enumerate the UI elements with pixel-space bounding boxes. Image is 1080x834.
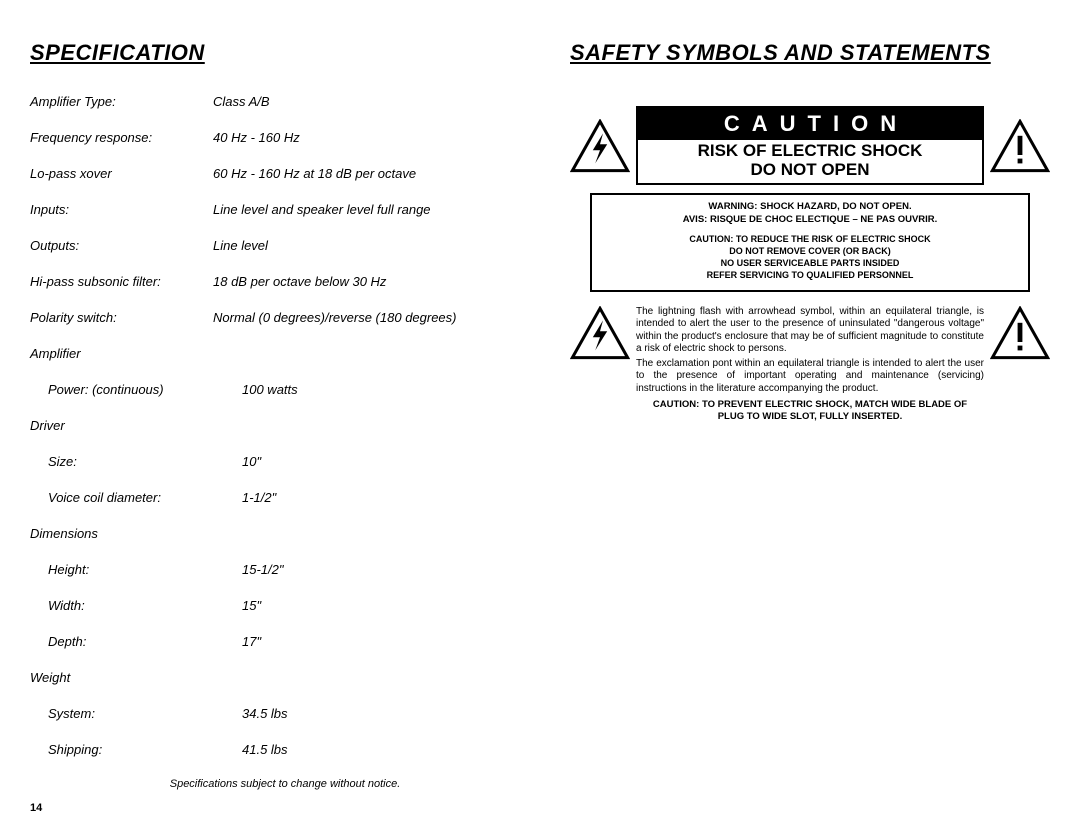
explain-row: The lightning flash with arrowhead symbo…	[570, 306, 1050, 424]
spec-label: Outputs:	[30, 238, 213, 253]
caution-row: CAUTION RISK OF ELECTRIC SHOCK DO NOT OP…	[570, 106, 1050, 185]
spec-value: 40 Hz - 160 Hz	[213, 130, 540, 145]
caution-box: CAUTION RISK OF ELECTRIC SHOCK DO NOT OP…	[636, 106, 984, 185]
warn-1: WARNING: SHOCK HAZARD, DO NOT OPEN.	[708, 201, 911, 212]
spec-value: Normal (0 degrees)/reverse (180 degrees)	[213, 310, 540, 325]
spec-title: SPECIFICATION	[30, 40, 540, 66]
spec-value: Line level and speaker level full range	[213, 202, 540, 217]
spec-value: 18 dB per octave below 30 Hz	[213, 274, 540, 289]
spec-sub-label: Power: (continuous)	[30, 382, 213, 397]
spec-sub-row: Size:10"	[30, 454, 540, 469]
spec-sub-label: Depth:	[30, 634, 213, 649]
spec-row: Polarity switch:Normal (0 degrees)/rever…	[30, 310, 540, 325]
lightning-triangle-icon	[570, 119, 630, 173]
risk-line-1: RISK OF ELECTRIC SHOCK	[698, 141, 923, 160]
spec-sub-value: 41.5 lbs	[213, 742, 288, 757]
spec-sub-row: Voice coil diameter:1-1/2"	[30, 490, 540, 505]
lightning-triangle-icon	[570, 306, 630, 360]
spec-row: Hi-pass subsonic filter:18 dB per octave…	[30, 274, 540, 289]
caution-risk: RISK OF ELECTRIC SHOCK DO NOT OPEN	[638, 140, 982, 183]
spec-sub-row: Power: (continuous)100 watts	[30, 382, 540, 397]
spec-sub-value: 34.5 lbs	[213, 706, 288, 721]
spec-row: Lo-pass xover60 Hz - 160 Hz at 18 dB per…	[30, 166, 540, 181]
spec-table: Amplifier Type:Class A/B Frequency respon…	[30, 94, 540, 757]
spec-group-header: Driver	[30, 418, 540, 433]
spec-sub-row: System:34.5 lbs	[30, 706, 540, 721]
sub-2: DO NOT REMOVE COVER (OR BACK)	[729, 246, 891, 256]
warn-2: AVIS: RISQUE DE CHOC ELECTIQUE – NE PAS …	[683, 214, 938, 225]
spec-row: Inputs:Line level and speaker level full…	[30, 202, 540, 217]
explain-2: The exclamation pont within an equilater…	[636, 358, 984, 396]
exclamation-triangle-icon	[990, 306, 1050, 360]
spec-row: Amplifier Type:Class A/B	[30, 94, 540, 109]
spec-row: Frequency response:40 Hz - 160 Hz	[30, 130, 540, 145]
safety-column: SAFETY SYMBOLS AND STATEMENTS CAUTION RI…	[570, 40, 1050, 814]
spec-sub-value: 15-1/2"	[213, 562, 283, 577]
spec-label: Lo-pass xover	[30, 166, 213, 181]
explain-text: The lightning flash with arrowhead symbo…	[636, 306, 984, 424]
spec-sub-label: Voice coil diameter:	[30, 490, 213, 505]
page-number: 14	[30, 802, 42, 814]
spec-value: Class A/B	[213, 94, 540, 109]
spec-sub-row: Width:15"	[30, 598, 540, 613]
explain-1: The lightning flash with arrowhead symbo…	[636, 306, 984, 356]
spec-sub-row: Height:15-1/2"	[30, 562, 540, 577]
spec-row: Outputs:Line level	[30, 238, 540, 253]
spec-sub-value: 15"	[213, 598, 261, 613]
spec-sub-label: System:	[30, 706, 213, 721]
sub-1: CAUTION: TO REDUCE THE RISK OF ELECTRIC …	[689, 234, 930, 244]
spec-sub-value: 10"	[213, 454, 261, 469]
spec-sub-row: Depth:17"	[30, 634, 540, 649]
spec-sub-value: 17"	[213, 634, 261, 649]
spec-group-header: Dimensions	[30, 526, 540, 541]
safety-block: CAUTION RISK OF ELECTRIC SHOCK DO NOT OP…	[570, 106, 1050, 424]
caution-header: CAUTION	[638, 108, 982, 140]
safety-title: SAFETY SYMBOLS AND STATEMENTS	[570, 40, 1050, 66]
spec-sub-value: 100 watts	[213, 382, 298, 397]
exclamation-triangle-icon	[990, 119, 1050, 173]
spec-value: 60 Hz - 160 Hz at 18 dB per octave	[213, 166, 540, 181]
foot-2: PLUG TO WIDE SLOT, FULLY INSERTED.	[718, 411, 903, 422]
spec-note: Specifications subject to change without…	[30, 778, 540, 790]
spec-group-header: Amplifier	[30, 346, 540, 361]
risk-line-2: DO NOT OPEN	[750, 160, 869, 179]
spec-sub-label: Shipping:	[30, 742, 213, 757]
sub-4: REFER SERVICING TO QUALIFIED PERSONNEL	[707, 270, 914, 280]
spec-group-header: Weight	[30, 670, 540, 685]
spec-sub-value: 1-1/2"	[213, 490, 276, 505]
sub-3: NO USER SERVICEABLE PARTS INSIDED	[721, 258, 900, 268]
spec-sub-label: Height:	[30, 562, 213, 577]
specification-column: SPECIFICATION Amplifier Type:Class A/B Fr…	[30, 40, 540, 814]
spec-label: Amplifier Type:	[30, 94, 213, 109]
spec-label: Polarity switch:	[30, 310, 213, 325]
spec-label: Frequency response:	[30, 130, 213, 145]
spec-label: Hi-pass subsonic filter:	[30, 274, 213, 289]
spec-sub-label: Size:	[30, 454, 213, 469]
spec-sub-row: Shipping:41.5 lbs	[30, 742, 540, 757]
foot-1: CAUTION: TO PREVENT ELECTRIC SHOCK, MATC…	[653, 399, 967, 410]
spec-value: Line level	[213, 238, 540, 253]
caution-sub-box: WARNING: SHOCK HAZARD, DO NOT OPEN. AVIS…	[590, 193, 1030, 291]
spec-label: Inputs:	[30, 202, 213, 217]
spec-sub-label: Width:	[30, 598, 213, 613]
